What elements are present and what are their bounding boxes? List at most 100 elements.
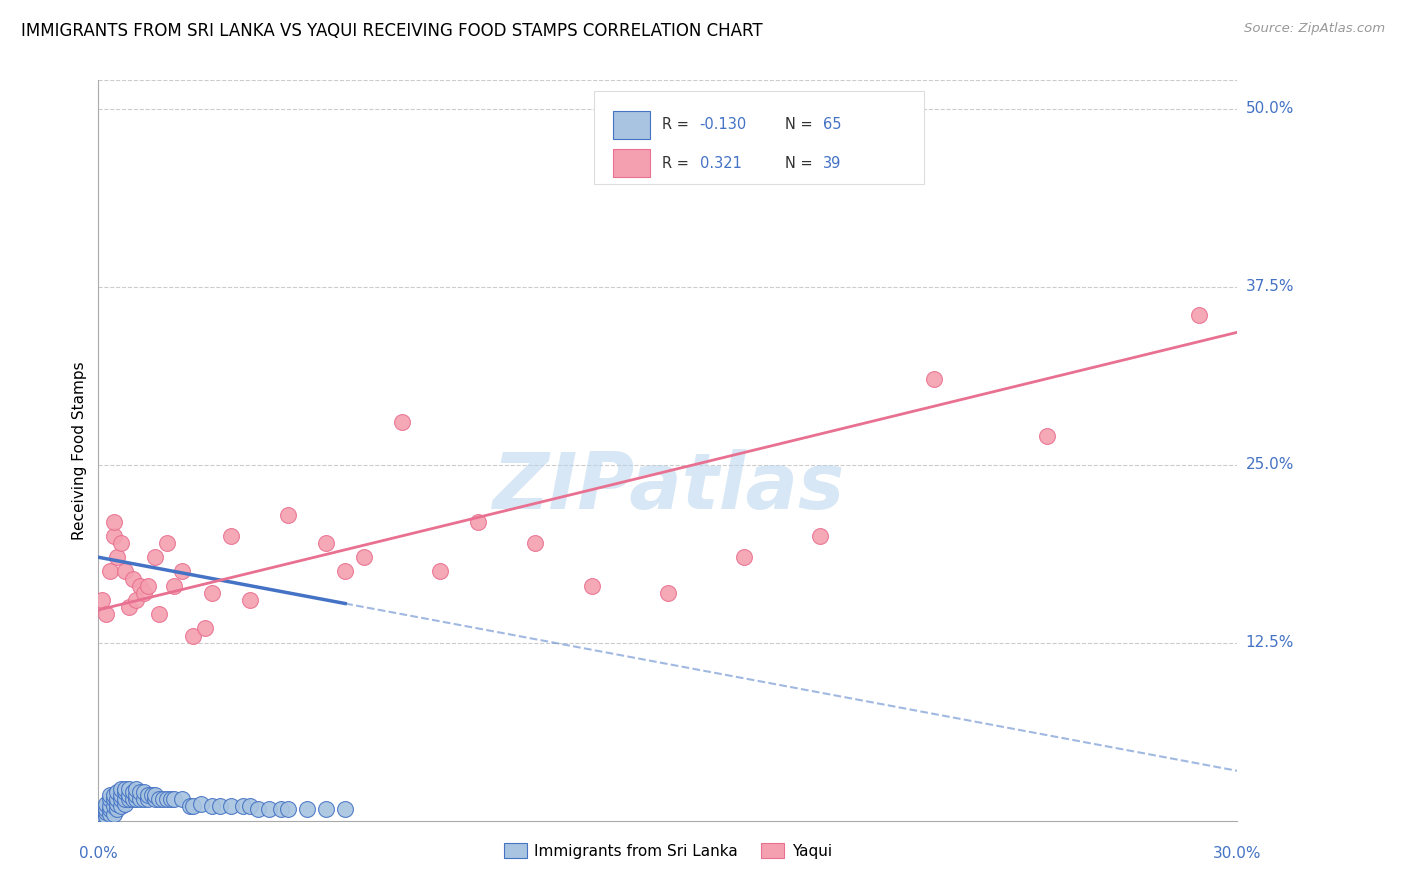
Point xyxy=(156,536,179,550)
Point xyxy=(103,515,125,529)
Point xyxy=(335,802,357,816)
Point xyxy=(94,805,117,819)
Point xyxy=(221,799,243,814)
Point xyxy=(183,799,205,814)
Point xyxy=(125,782,148,797)
Point xyxy=(201,586,224,600)
Point xyxy=(91,806,114,821)
Point xyxy=(98,802,121,816)
Point xyxy=(467,515,489,529)
Point xyxy=(91,593,114,607)
Point xyxy=(1036,429,1059,443)
Point xyxy=(110,799,132,814)
Point xyxy=(129,792,152,806)
Text: 0.0%: 0.0% xyxy=(79,846,118,861)
Point xyxy=(136,792,159,806)
Point xyxy=(221,529,243,543)
Point xyxy=(170,792,193,806)
Point xyxy=(136,579,159,593)
Text: 39: 39 xyxy=(823,156,841,170)
Point xyxy=(107,785,129,799)
Point xyxy=(121,792,143,806)
Point xyxy=(136,788,159,802)
Point xyxy=(429,565,451,579)
Point xyxy=(114,785,136,799)
Text: ZIPatlas: ZIPatlas xyxy=(492,450,844,525)
Point xyxy=(232,799,254,814)
Point xyxy=(132,586,155,600)
Point xyxy=(270,802,292,816)
Point xyxy=(1188,308,1211,322)
Point xyxy=(114,792,136,806)
Text: N =: N = xyxy=(785,156,817,170)
Text: 12.5%: 12.5% xyxy=(1246,635,1294,650)
Point xyxy=(315,802,337,816)
Point xyxy=(246,802,269,816)
Point xyxy=(125,593,148,607)
Text: Source: ZipAtlas.com: Source: ZipAtlas.com xyxy=(1244,22,1385,36)
Text: R =: R = xyxy=(662,118,693,132)
Point xyxy=(94,802,117,816)
Point xyxy=(141,788,163,802)
Point xyxy=(107,797,129,811)
Point xyxy=(277,802,299,816)
Y-axis label: Receiving Food Stamps: Receiving Food Stamps xyxy=(72,361,87,540)
Point xyxy=(94,607,117,622)
Point xyxy=(94,809,117,823)
Point xyxy=(125,792,148,806)
Text: 65: 65 xyxy=(823,118,841,132)
Point xyxy=(103,788,125,802)
FancyBboxPatch shape xyxy=(593,91,924,184)
Text: R =: R = xyxy=(662,156,699,170)
Point xyxy=(121,785,143,799)
Point xyxy=(239,799,262,814)
Point xyxy=(114,797,136,811)
Point xyxy=(132,792,155,806)
Point xyxy=(297,802,319,816)
Point xyxy=(201,799,224,814)
FancyBboxPatch shape xyxy=(613,149,650,178)
Point xyxy=(277,508,299,522)
Point xyxy=(118,782,141,797)
Point xyxy=(107,550,129,565)
Point xyxy=(259,802,281,816)
Point xyxy=(114,782,136,797)
FancyBboxPatch shape xyxy=(613,111,650,139)
Point xyxy=(145,792,167,806)
Point xyxy=(152,792,174,806)
Text: 30.0%: 30.0% xyxy=(1213,846,1261,861)
Point xyxy=(808,529,831,543)
Point xyxy=(132,785,155,799)
Point xyxy=(170,565,193,579)
Point xyxy=(125,788,148,802)
Point xyxy=(179,799,201,814)
Point xyxy=(94,797,117,811)
Point xyxy=(103,792,125,806)
Point xyxy=(107,802,129,816)
Point xyxy=(110,536,132,550)
Text: 37.5%: 37.5% xyxy=(1246,279,1294,294)
Point xyxy=(118,788,141,802)
Point xyxy=(163,579,186,593)
Point xyxy=(922,372,945,386)
Point xyxy=(733,550,755,565)
Point xyxy=(145,788,167,802)
Point xyxy=(148,792,170,806)
Point xyxy=(98,799,121,814)
Point xyxy=(107,792,129,806)
Point xyxy=(114,565,136,579)
Point xyxy=(524,536,547,550)
Point xyxy=(208,799,231,814)
Point xyxy=(98,806,121,821)
Point xyxy=(194,622,217,636)
Text: -0.130: -0.130 xyxy=(700,118,747,132)
Point xyxy=(98,565,121,579)
Point xyxy=(103,799,125,814)
Text: N =: N = xyxy=(785,118,817,132)
Point xyxy=(110,782,132,797)
Point xyxy=(190,797,212,811)
Text: 25.0%: 25.0% xyxy=(1246,458,1294,472)
Point xyxy=(353,550,375,565)
Point xyxy=(315,536,337,550)
Point xyxy=(657,586,679,600)
